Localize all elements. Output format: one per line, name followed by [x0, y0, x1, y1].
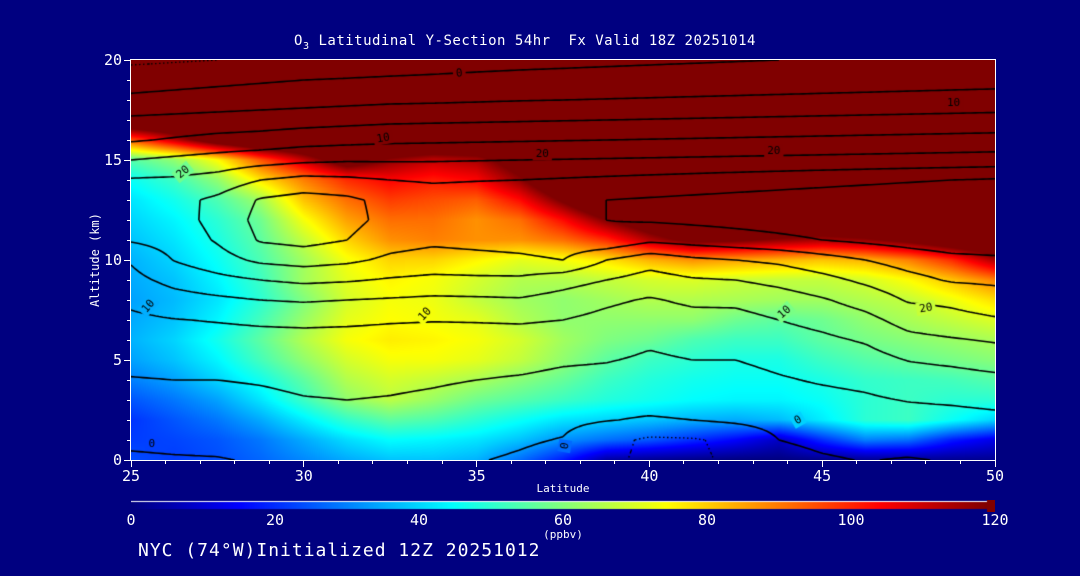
x-minor-tick	[406, 461, 408, 464]
x-minor-tick	[890, 461, 892, 464]
x-tick-label: 40	[640, 467, 659, 485]
x-major-tick	[130, 461, 132, 467]
x-major-tick	[821, 461, 823, 467]
y-minor-tick	[127, 339, 130, 341]
x-tick-label: 25	[121, 467, 141, 485]
y-minor-tick	[127, 179, 130, 181]
x-minor-tick	[372, 461, 374, 464]
x-minor-tick	[579, 461, 581, 464]
y-minor-tick	[127, 319, 130, 321]
y-tick-label: 5	[112, 351, 122, 369]
x-major-tick	[994, 461, 996, 467]
x-minor-tick	[718, 461, 720, 464]
x-minor-tick	[959, 461, 961, 464]
colorbar-tick-label: 0	[126, 511, 136, 529]
x-tick-label: 45	[813, 467, 832, 485]
x-minor-tick	[925, 461, 927, 464]
colorbar-tick-label: 120	[981, 511, 1009, 529]
x-minor-tick	[683, 461, 685, 464]
x-minor-tick	[268, 461, 270, 464]
x-tick-label: 30	[294, 467, 313, 485]
y-major-tick	[124, 459, 130, 461]
y-minor-tick	[127, 139, 130, 141]
colorbar-tick-label: 100	[837, 511, 865, 529]
x-major-tick	[303, 461, 305, 467]
x-tick-label: 35	[467, 467, 486, 485]
x-axis-label: Latitude	[536, 482, 590, 495]
y-minor-tick	[127, 79, 130, 81]
y-minor-tick	[127, 219, 130, 221]
y-minor-tick	[127, 379, 130, 381]
y-major-tick	[124, 359, 130, 361]
y-minor-tick	[127, 119, 130, 121]
y-minor-tick	[127, 199, 130, 201]
x-major-tick	[476, 461, 478, 467]
chart-title: O3 Latitudinal Y-Section 54hr Fx Valid 1…	[294, 33, 756, 52]
x-minor-tick	[337, 461, 339, 464]
x-minor-tick	[441, 461, 443, 464]
colorbar-tick-label: 80	[697, 511, 717, 529]
y-tick-label: 10	[103, 251, 122, 269]
colorbar-units-label: (ppbv)	[543, 528, 583, 541]
y-tick-label: 20	[103, 51, 122, 69]
y-minor-tick	[127, 399, 130, 401]
y-tick-label: 15	[103, 151, 122, 169]
y-major-tick	[124, 59, 130, 61]
x-minor-tick	[545, 461, 547, 464]
y-major-tick	[124, 159, 130, 161]
init-info-text: NYC (74°W)Initialized 12Z 20251012	[138, 540, 541, 561]
y-minor-tick	[127, 299, 130, 301]
y-minor-tick	[127, 99, 130, 101]
x-minor-tick	[199, 461, 201, 464]
y-minor-tick	[127, 239, 130, 241]
x-major-tick	[648, 461, 650, 467]
plot-area	[130, 59, 996, 461]
colorbar-tick-label: 20	[265, 511, 285, 529]
y-minor-tick	[127, 279, 130, 281]
y-tick-label: 0	[112, 451, 122, 469]
x-minor-tick	[614, 461, 616, 464]
x-minor-tick	[510, 461, 512, 464]
x-minor-tick	[856, 461, 858, 464]
colorbar-tick-label: 40	[409, 511, 429, 529]
colorbar	[131, 500, 995, 512]
x-tick-label: 50	[985, 467, 1005, 485]
y-minor-tick	[127, 419, 130, 421]
x-minor-tick	[787, 461, 789, 464]
contour-plot-canvas	[131, 60, 995, 460]
colorbar-tick-label: 60	[553, 511, 573, 529]
x-minor-tick	[234, 461, 236, 464]
x-minor-tick	[752, 461, 754, 464]
y-minor-tick	[127, 439, 130, 441]
y-major-tick	[124, 259, 130, 261]
x-minor-tick	[165, 461, 167, 464]
